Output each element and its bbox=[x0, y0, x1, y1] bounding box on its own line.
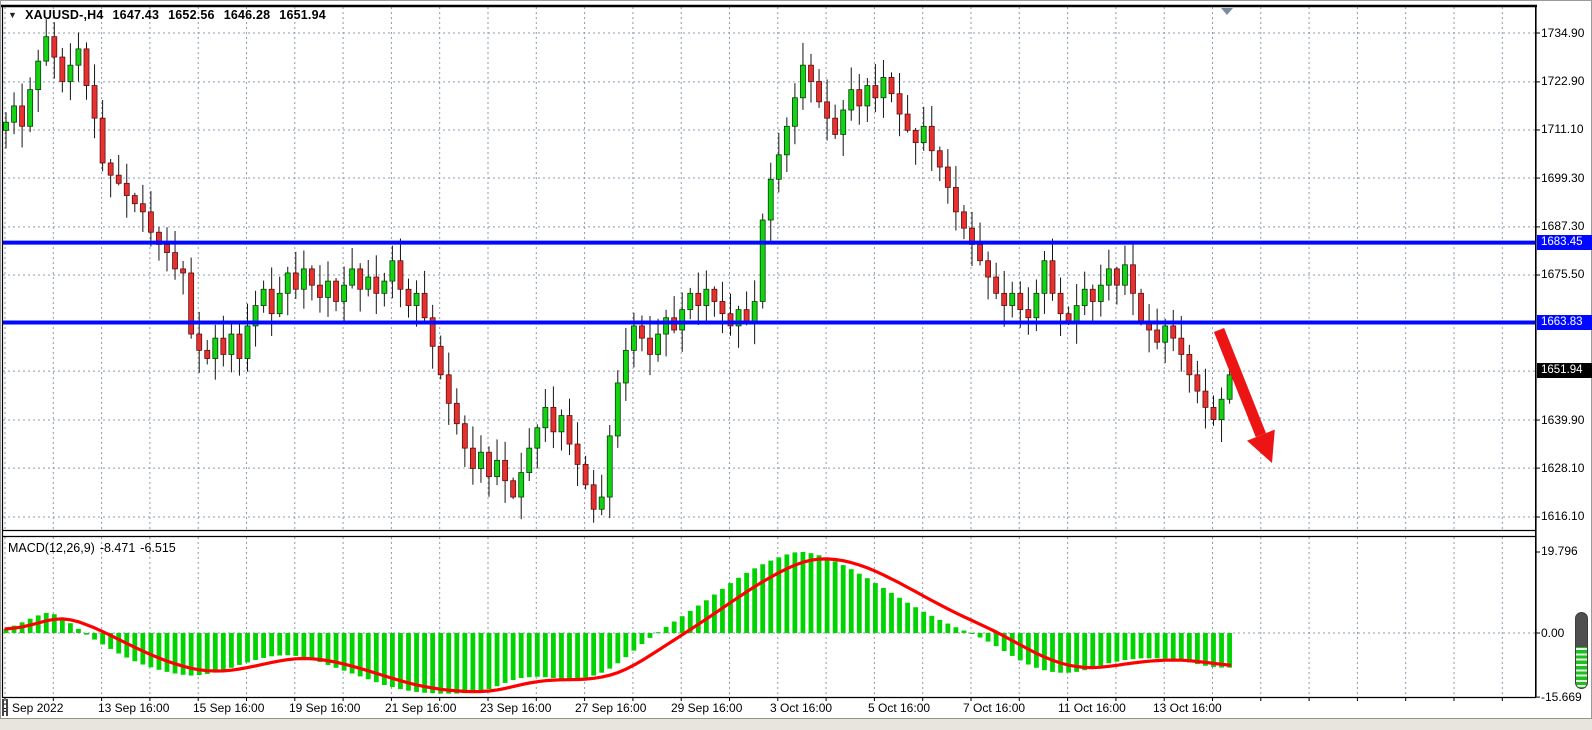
time-tick-label: 27 Sep 16:00 bbox=[575, 701, 647, 715]
window-bottom-edge bbox=[0, 718, 1592, 730]
price-tick-label: 1616.10 bbox=[1541, 509, 1585, 524]
price-tick-label: 1699.30 bbox=[1541, 170, 1585, 185]
trend-arrow[interactable] bbox=[1213, 327, 1275, 463]
pane-splitter-grip[interactable] bbox=[2, 699, 8, 716]
ohlc-high: 1652.56 bbox=[168, 8, 215, 22]
pane-borders bbox=[0, 4, 1537, 699]
time-tick-label: 23 Sep 16:00 bbox=[480, 701, 552, 715]
chart-shift-marker-icon[interactable] bbox=[1221, 8, 1233, 15]
time-tick-label: 29 Sep 16:00 bbox=[671, 701, 743, 715]
time-tick-label: 13 Oct 16:00 bbox=[1153, 701, 1222, 715]
price-tick-label: 1722.90 bbox=[1541, 74, 1585, 89]
chart-title: ▼ XAUUSD-,H4 1647.43 1652.56 1646.28 165… bbox=[8, 8, 326, 22]
macd-name: MACD(12,26,9) bbox=[8, 541, 95, 555]
price-tick-label: 1734.90 bbox=[1541, 25, 1585, 40]
chart-symbol-period: XAUUSD-,H4 bbox=[25, 8, 104, 22]
price-tick-label: 1639.90 bbox=[1541, 412, 1585, 427]
price-tick-label: 1687.30 bbox=[1541, 219, 1585, 234]
level-price-tag: 1683.45 bbox=[1537, 235, 1592, 251]
macd-main-value: -8.471 bbox=[99, 541, 136, 555]
ohlc-close: 1651.94 bbox=[279, 8, 326, 22]
time-tick-label: 5 Oct 16:00 bbox=[868, 701, 931, 715]
macd-tick-label: -15.669 bbox=[1541, 689, 1582, 704]
macd-tick-label: 19.796 bbox=[1541, 544, 1578, 559]
time-tick-label: 3 Oct 16:00 bbox=[770, 701, 833, 715]
chart-collapse-icon[interactable]: ▼ bbox=[8, 10, 18, 20]
gridlines bbox=[3, 7, 1535, 697]
macd-tick-label: 0.00 bbox=[1541, 625, 1565, 640]
time-tick-label: 19 Sep 16:00 bbox=[289, 701, 361, 715]
time-tick-label: 21 Sep 16:00 bbox=[385, 701, 457, 715]
price-tick-label: 1628.10 bbox=[1541, 460, 1585, 475]
price-tick-label: 1675.50 bbox=[1541, 267, 1585, 282]
macd-indicator-label: MACD(12,26,9) -8.471 -6.515 bbox=[8, 541, 176, 555]
scrollbar-thumb[interactable] bbox=[1575, 612, 1588, 689]
candles-series bbox=[3, 19, 1233, 523]
macd-signal-value: -6.515 bbox=[140, 541, 176, 555]
time-tick-label: 7 Oct 16:00 bbox=[963, 701, 1026, 715]
time-tick-label: 9 Sep 2022 bbox=[2, 701, 64, 715]
time-tick-label: 13 Sep 16:00 bbox=[98, 701, 170, 715]
macd-signal-line[interactable] bbox=[4, 557, 1232, 694]
level-price-tag: 1663.83 bbox=[1537, 315, 1592, 331]
ohlc-low: 1646.28 bbox=[223, 8, 271, 22]
time-tick-label: 15 Sep 16:00 bbox=[193, 701, 265, 715]
current-price-tag: 1651.94 bbox=[1537, 363, 1592, 379]
time-tick-label: 11 Oct 16:00 bbox=[1058, 701, 1126, 715]
ohlc-open: 1647.43 bbox=[112, 8, 160, 22]
price-tick-label: 1711.10 bbox=[1541, 122, 1584, 137]
axis-ticks bbox=[4, 32, 1540, 701]
